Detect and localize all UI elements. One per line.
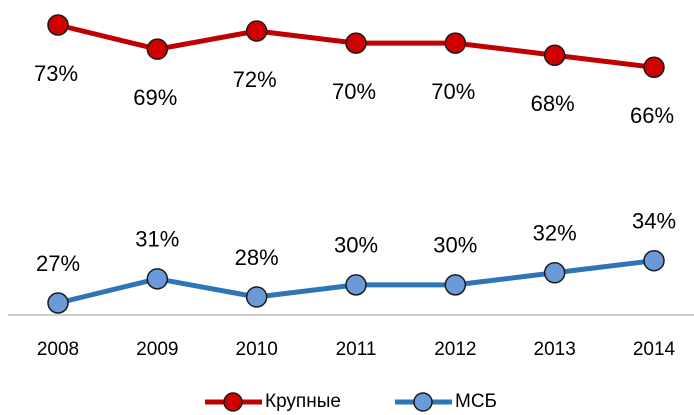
x-tick-label: 2009 (136, 339, 178, 360)
point-marker (345, 274, 367, 296)
x-tick-label: 2012 (434, 339, 476, 360)
point-marker (146, 268, 169, 290)
point-marker (444, 274, 467, 296)
data-label: 70% (431, 79, 475, 104)
data-label: 73% (34, 61, 78, 86)
point-marker (47, 14, 69, 36)
point-marker (245, 286, 268, 308)
point-marker (543, 262, 566, 284)
data-label: 72% (233, 67, 277, 92)
point-marker (543, 44, 566, 66)
point-marker (643, 56, 665, 79)
legend-label: МСБ (455, 391, 497, 412)
point-marker (345, 32, 367, 54)
data-label: 69% (133, 85, 177, 110)
point-marker (146, 38, 169, 60)
point-marker (643, 249, 665, 272)
point-marker (47, 292, 69, 314)
legend-marker (413, 392, 433, 412)
data-label: 30% (334, 233, 378, 258)
x-tick-label: 2011 (336, 339, 377, 360)
data-label: 31% (135, 227, 179, 252)
legend-marker (223, 392, 243, 412)
data-label: 30% (433, 233, 477, 258)
data-label: 28% (235, 245, 279, 270)
x-tick-label: 2013 (534, 339, 576, 360)
data-label: 32% (533, 221, 577, 246)
x-tick-label: 2010 (236, 339, 278, 360)
data-label: 66% (630, 103, 674, 128)
data-label: 27% (36, 251, 80, 276)
point-marker (444, 32, 467, 54)
x-tick-label: 2008 (37, 339, 79, 360)
legend-label: Крупные (265, 391, 341, 412)
data-label: 34% (632, 209, 676, 234)
data-label: 68% (531, 91, 575, 116)
point-marker (245, 20, 268, 42)
data-label: 70% (332, 79, 376, 104)
x-tick-label: 2014 (633, 339, 676, 360)
